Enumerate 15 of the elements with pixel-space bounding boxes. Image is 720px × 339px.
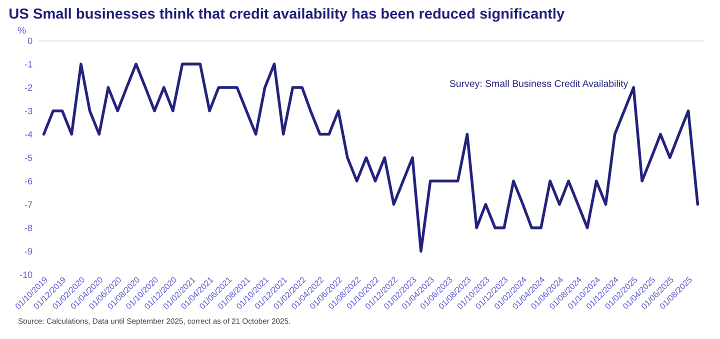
- y-tick-label: -7: [24, 201, 32, 208]
- y-tick-label: -9: [24, 248, 32, 255]
- y-axis-title: %: [18, 26, 26, 34]
- line-series: [42, 62, 700, 253]
- y-tick-label: 0: [28, 38, 32, 44]
- y-tick-label: -8: [24, 224, 32, 232]
- y-tick-label: -10: [20, 272, 32, 278]
- y-tick-label: -3: [24, 108, 32, 114]
- y-tick-label: -2: [24, 84, 32, 91]
- y-tick-label: -4: [24, 131, 32, 138]
- y-tick-label: -1: [24, 61, 32, 68]
- series-label: Survey: Small Business Credit Availability: [450, 80, 628, 89]
- chart-title: US Small businesses think that credit availability has been reduced significantly: [10, 8, 565, 22]
- y-tick-label: -5: [24, 154, 32, 161]
- y-tick-label: -6: [24, 178, 32, 184]
